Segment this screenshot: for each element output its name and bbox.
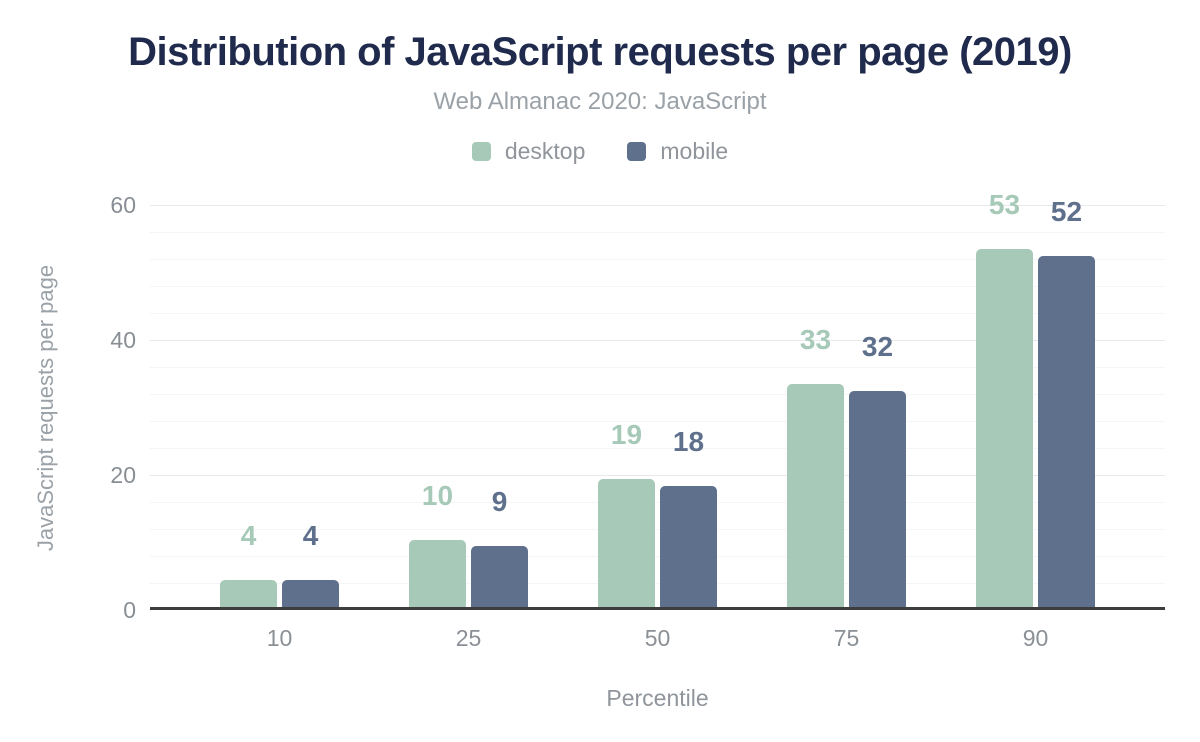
value-label-desktop: 19 (610, 418, 643, 450)
bar-mobile (660, 485, 717, 607)
bar-mobile (1038, 256, 1095, 607)
chart-legend: desktop mobile (0, 138, 1200, 165)
bar-desktop (409, 539, 466, 607)
minor-gridline (150, 448, 1165, 449)
value-label-mobile: 52 (1050, 196, 1083, 227)
x-tick-label: 50 (644, 625, 671, 651)
value-label-desktop: 10 (421, 479, 454, 511)
legend-item-mobile: mobile (627, 138, 728, 165)
bar-mobile (471, 546, 528, 607)
chart-title: Distribution of JavaScript requests per … (128, 30, 1072, 74)
chart-subtitle: Web Almanac 2020: JavaScript (433, 88, 767, 115)
plot-area: Percentile 0 20 40 60 10 4 4 25 10 9 50 19 18 75 33 32 9… (110, 191, 1165, 711)
bar-desktop (598, 478, 655, 607)
y-tick-label: 60 (110, 192, 136, 218)
minor-gridline (150, 556, 1165, 557)
legend-label-mobile: mobile (660, 138, 729, 164)
bar-mobile (282, 580, 339, 607)
minor-gridline (150, 529, 1165, 530)
y-tick-label: 0 (123, 597, 136, 623)
minor-gridline (150, 367, 1165, 368)
minor-gridline (150, 232, 1165, 233)
x-tick-label: 75 (833, 625, 860, 651)
value-label-mobile: 4 (302, 520, 319, 551)
y-tick-label: 40 (110, 327, 136, 353)
minor-gridline (150, 259, 1165, 260)
value-label-desktop: 33 (799, 324, 832, 356)
mobile-color-swatch (627, 142, 647, 161)
legend-item-desktop: desktop (471, 138, 586, 165)
x-axis-title: Percentile (606, 685, 709, 711)
minor-gridline (150, 421, 1165, 422)
x-tick-label: 10 (266, 625, 293, 651)
bar-desktop (787, 384, 844, 607)
legend-label-desktop: desktop (504, 138, 586, 164)
x-tick-label: 90 (1022, 625, 1049, 651)
desktop-color-swatch (471, 142, 491, 161)
value-label-mobile: 9 (491, 486, 508, 518)
value-label-mobile: 32 (861, 331, 894, 362)
y-tick-label: 20 (110, 462, 136, 488)
x-tick-label: 25 (455, 625, 482, 651)
major-gridline (150, 205, 1165, 206)
bar-desktop (220, 580, 277, 607)
value-label-desktop: 53 (988, 189, 1021, 221)
value-label-desktop: 4 (240, 520, 257, 551)
minor-gridline (150, 502, 1165, 503)
minor-gridline (150, 583, 1165, 584)
minor-gridline (150, 394, 1165, 395)
minor-gridline (150, 313, 1165, 314)
value-label-mobile: 18 (672, 425, 705, 457)
minor-gridline (150, 286, 1165, 287)
bar-desktop (976, 249, 1033, 607)
y-axis-title: JavaScript requests per page (33, 264, 58, 552)
major-gridline (150, 475, 1165, 476)
bar-mobile (849, 391, 906, 607)
major-gridline (150, 340, 1165, 341)
